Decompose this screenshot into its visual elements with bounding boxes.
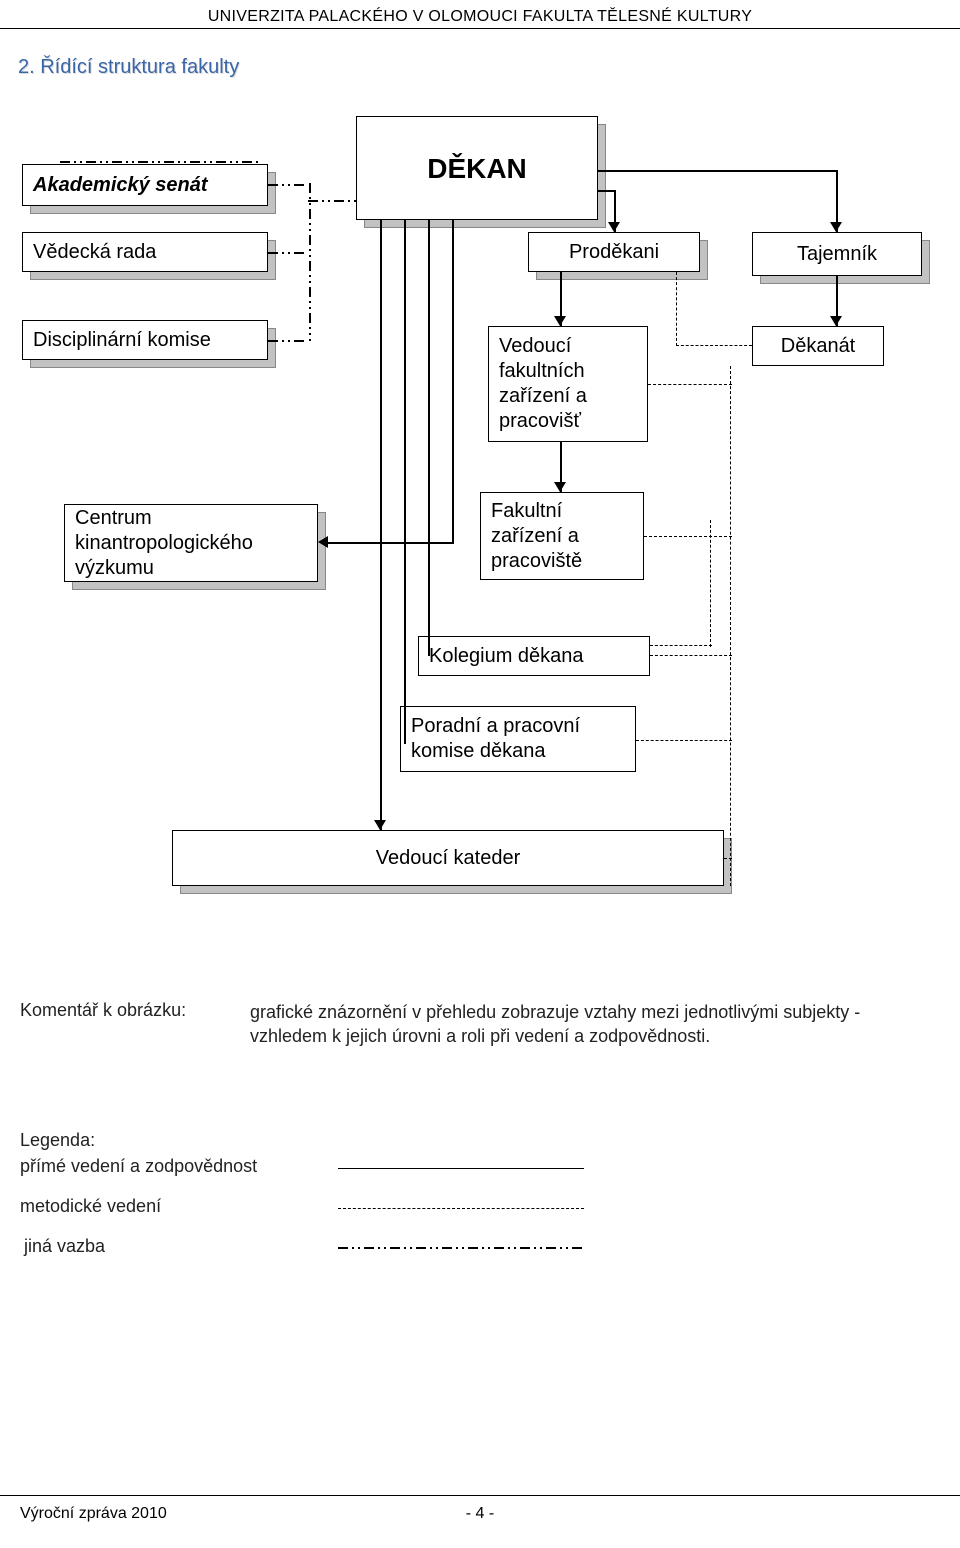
node-vedouci-fakultnich: Vedoucí fakultních zařízení a pracovišť	[488, 326, 648, 442]
dash-into-kateder	[724, 858, 732, 859]
page: UNIVERZITA PALACKÉHO V OLOMOUCI FAKULTA …	[0, 0, 960, 1548]
node-fakultni-zarizeni: Fakultní zařízení a pracoviště	[480, 492, 644, 580]
legend-dashdot-label: jiná vazba	[24, 1236, 105, 1257]
trunk-3	[428, 220, 430, 656]
conn-rada-dashdot	[268, 251, 308, 254]
node-vedouci-kateder: Vedoucí kateder	[172, 830, 724, 886]
conn-senat-dashdot	[268, 183, 308, 186]
dash-poradni-tap	[636, 740, 732, 741]
legend-dashed-line	[338, 1208, 584, 1209]
trunk-1	[380, 220, 382, 830]
section-title: 2. Řídící struktura fakulty	[18, 56, 239, 79]
node-dekan: DĚKAN	[356, 116, 598, 220]
node-disciplinarni-komise: Disciplinární komise	[22, 320, 268, 360]
trunk-4	[452, 220, 454, 543]
conn-brace-to-dekan	[308, 199, 356, 202]
conn-prodekani-dekanat-h	[676, 345, 752, 346]
node-poradni-komise: Poradní a pracovní komise děkana	[400, 706, 636, 772]
conn-prodekani-dekanat-v	[676, 272, 677, 346]
conn-trunk-centrum	[328, 542, 454, 544]
arrow-prodekani	[608, 222, 620, 232]
node-kolegium-label: Kolegium děkana	[429, 644, 584, 669]
comment-label: Komentář k obrázku:	[20, 1000, 186, 1021]
node-vedecka-rada-label: Vědecká rada	[33, 240, 156, 265]
footer-page: - 4 -	[0, 1505, 960, 1523]
conn-senat-top	[60, 160, 260, 163]
dash-kolegium-tap2	[650, 645, 712, 646]
legend-solid-label: přímé vedení a zodpovědnost	[20, 1156, 257, 1177]
running-header: UNIVERZITA PALACKÉHO V OLOMOUCI FAKULTA …	[0, 8, 960, 26]
legend-solid-line	[338, 1168, 584, 1169]
arrow-tajemnik	[830, 222, 842, 232]
node-dekan-label: DĚKAN	[427, 151, 527, 186]
node-vedecka-rada: Vědecká rada	[22, 232, 268, 272]
dash-kolegium-tap2v	[710, 520, 711, 647]
dash-kolegium-tap	[650, 655, 732, 656]
node-akademicky-senat-label: Akademický senát	[33, 173, 208, 198]
dash-spine-right	[730, 366, 731, 886]
dash-fakzar-tap	[644, 536, 732, 537]
legend-title: Legenda:	[20, 1130, 95, 1151]
node-tajemnik: Tajemník	[752, 232, 922, 276]
legend-dashed-label: metodické vedení	[20, 1196, 161, 1217]
node-kolegium: Kolegium děkana	[418, 636, 650, 676]
trunk-2	[404, 220, 406, 744]
arrow-centrum	[318, 536, 328, 548]
comment-body: grafické znázornění v přehledu zobrazuje…	[250, 1000, 870, 1049]
conn-left-brace	[308, 183, 311, 341]
node-prodekani-label: Proděkani	[569, 240, 659, 265]
node-centrum: Centrum kinantropologického výzkumu	[64, 504, 318, 582]
node-dekanat-label: Děkanát	[781, 334, 856, 359]
node-prodekani: Proděkani	[528, 232, 700, 272]
arrow-kateder	[374, 820, 386, 830]
node-dekanat: Děkanát	[752, 326, 884, 366]
conn-disc-dashdot	[268, 339, 308, 342]
dash-vedfak-tap	[648, 384, 732, 385]
arrow-dekanat	[830, 316, 842, 326]
node-vedouci-fakultnich-label: Vedoucí fakultních zařízení a pracovišť	[499, 334, 637, 434]
arrow-vedouci-fakultnich	[554, 316, 566, 326]
node-fakultni-zarizeni-label: Fakultní zařízení a pracoviště	[491, 499, 633, 574]
conn-dekan-tajemnik-h	[598, 170, 838, 172]
node-poradni-komise-label: Poradní a pracovní komise děkana	[411, 714, 625, 764]
node-vedouci-kateder-label: Vedoucí kateder	[376, 846, 521, 871]
legend-dashdot-line	[338, 1244, 584, 1251]
arrow-fakzar	[554, 482, 566, 492]
node-tajemnik-label: Tajemník	[797, 242, 877, 267]
node-akademicky-senat: Akademický senát	[22, 164, 268, 206]
header-rule	[0, 28, 960, 29]
node-disciplinarni-komise-label: Disciplinární komise	[33, 328, 211, 353]
footer-rule	[0, 1495, 960, 1496]
node-centrum-label: Centrum kinantropologického výzkumu	[75, 506, 307, 581]
